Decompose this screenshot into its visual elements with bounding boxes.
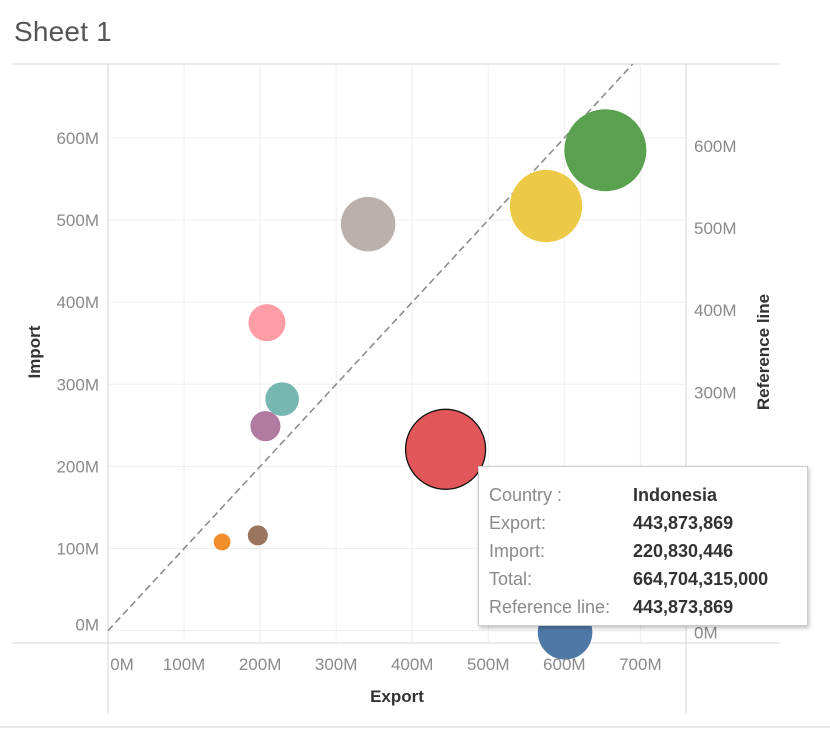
x-tick-label: 200M xyxy=(239,655,282,674)
tooltip-value: 220,830,446 xyxy=(633,540,734,561)
y-tick-label: 400M xyxy=(56,293,99,312)
tick-labels: 0M 100M 200M 300M 400M 500M 600M 700M 0M 100M 200M… xyxy=(56,129,736,674)
tooltip-row: Country : Indonesia xyxy=(489,481,807,509)
y-tick-label: 500M xyxy=(56,211,99,230)
bubble[interactable] xyxy=(509,169,583,243)
bubble[interactable] xyxy=(250,411,281,442)
highlighted-bubble[interactable] xyxy=(404,408,487,490)
x-tick-label: 300M xyxy=(315,655,358,674)
tooltip-label: Total: xyxy=(489,568,533,589)
y2-tick-label: 500M xyxy=(694,219,737,238)
tooltip-row: Reference line: 443,873,869 xyxy=(489,593,807,621)
y-tick-label: 0M xyxy=(75,616,99,635)
x-axis-title: Export xyxy=(370,687,424,706)
y2-tick-label: 300M xyxy=(694,383,737,402)
bubble[interactable] xyxy=(340,196,396,252)
x-tick-label: 700M xyxy=(619,655,662,674)
reference-line xyxy=(107,63,634,632)
y-tick-label: 100M xyxy=(56,540,99,559)
tooltip-value: 443,873,869 xyxy=(633,512,734,533)
tooltip-label: Reference line: xyxy=(489,596,611,617)
chart-frame xyxy=(0,63,830,728)
tooltip: Country : Indonesia Export: 443,873,869 Impo… xyxy=(478,466,808,626)
y-tick-label: 200M xyxy=(56,457,99,476)
bubble[interactable] xyxy=(564,109,647,192)
y2-tick-label: 0M xyxy=(694,624,718,643)
x-tick-label: 400M xyxy=(391,655,434,674)
y-axis-title: Import xyxy=(25,325,44,378)
x-tick-label: 100M xyxy=(163,655,206,674)
tooltip-value: 664,704,315,000 xyxy=(633,568,769,589)
x-tick-label: 600M xyxy=(543,655,586,674)
tooltip-label: Export: xyxy=(489,512,547,533)
tooltip-row: Export: 443,873,869 xyxy=(489,509,807,537)
y-tick-label: 600M xyxy=(56,129,99,148)
bubble[interactable] xyxy=(213,533,231,551)
tooltip-label: Country : xyxy=(489,484,563,505)
bubble[interactable] xyxy=(265,382,299,416)
tooltip-value: Indonesia xyxy=(633,484,718,505)
y2-axis-title: Reference line xyxy=(754,294,773,410)
y2-tick-label: 600M xyxy=(694,137,737,156)
x-tick-label: 500M xyxy=(467,655,510,674)
tooltip-row: Import: 220,830,446 xyxy=(489,537,807,565)
y2-tick-label: 400M xyxy=(694,301,737,320)
bubble[interactable] xyxy=(248,304,286,342)
x-tick-label: 0M xyxy=(110,655,134,674)
bubble[interactable] xyxy=(247,525,268,546)
tooltip-label: Import: xyxy=(489,540,546,561)
y-tick-label: 300M xyxy=(56,375,99,394)
reference-line-group xyxy=(107,63,634,632)
tooltip-value: 443,873,869 xyxy=(633,596,734,617)
sheet-title: Sheet 1 xyxy=(14,16,112,47)
tooltip-row: Total: 664,704,315,000 xyxy=(489,565,807,593)
